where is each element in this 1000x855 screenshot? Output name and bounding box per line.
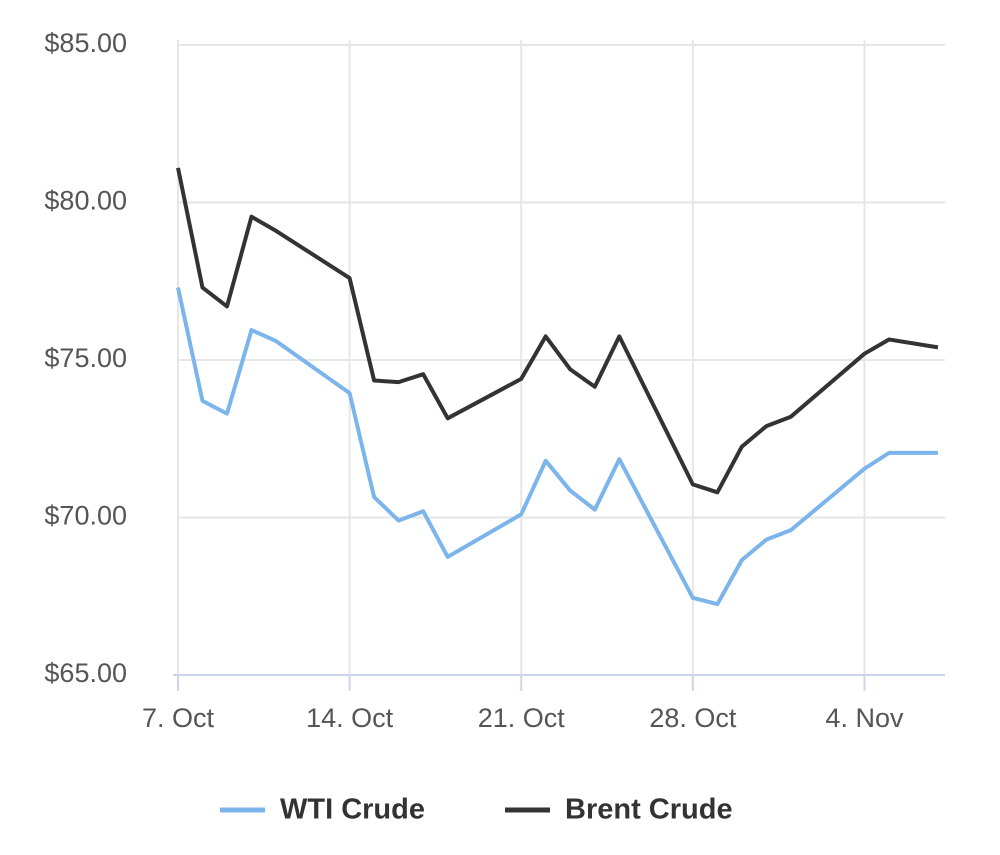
series-line bbox=[176, 287, 938, 607]
y-tick-label: $75.00 bbox=[44, 343, 127, 373]
y-tick-label: $85.00 bbox=[44, 28, 127, 58]
x-tick-label: 14. Oct bbox=[306, 703, 394, 733]
legend-text: Brent Crude bbox=[565, 794, 733, 826]
x-tick-label: 28. Oct bbox=[649, 703, 737, 733]
y-tick-label: $65.00 bbox=[44, 658, 127, 688]
y-tick-label: $80.00 bbox=[44, 186, 127, 216]
x-tick-label: 21. Oct bbox=[478, 703, 566, 733]
y-tick-label: $70.00 bbox=[44, 501, 127, 531]
x-tick-label: 4. Nov bbox=[825, 703, 904, 733]
legend-text: WTI Crude bbox=[280, 794, 425, 826]
x-tick-label: 7. Oct bbox=[142, 703, 215, 733]
series-line bbox=[176, 167, 939, 495]
